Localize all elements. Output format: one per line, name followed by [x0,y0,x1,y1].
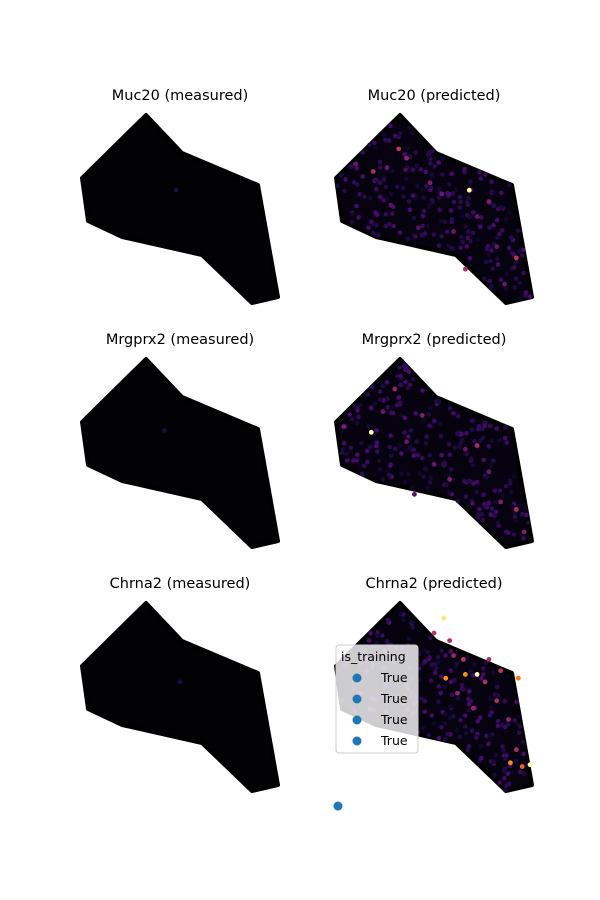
panel-mrgprx2-predicted [334,357,534,549]
scatter-point [419,413,425,418]
scatter-point [508,760,513,766]
legend-colored-point [333,801,343,811]
scatter-point [173,187,179,193]
scatter-point [513,507,519,512]
legend-label: True [380,733,408,748]
scatter-point [370,169,376,174]
panel-muc20-predicted [334,113,534,305]
scatter-point [447,476,453,482]
scatter-point [447,638,453,643]
scatter-point [486,469,492,475]
tissue-region [80,601,280,793]
legend-entry: True [352,691,408,706]
scatter-point [404,155,409,161]
scatter-point [461,657,466,662]
scatter-point [513,255,519,261]
scatter-point [404,439,409,445]
scatter-point [451,229,456,234]
scatter-point [482,679,488,685]
scatter-point [341,424,347,430]
panel-title: Chrna2 (measured) [110,576,251,592]
legend-title: is_training [341,649,406,664]
scatter-point [502,281,507,287]
scatter-point [494,244,500,250]
scatter-point [353,161,358,167]
scatter-point [462,266,468,272]
scatter-point [486,199,492,204]
extra-points [333,801,343,811]
panel-title: Mrgprx2 (measured) [106,332,254,348]
scatter-point [439,191,445,197]
tissue-region [80,113,280,305]
legend-entry: True [352,733,408,748]
scatter-point [470,705,476,711]
scatter-point [368,429,374,435]
panel-mrgprx2-measured [80,357,280,549]
scatter-point [431,461,437,467]
legend-label: True [380,691,408,706]
legend-entry: True [352,670,408,685]
scatter-point [521,529,527,535]
cell-texture [334,123,533,301]
scatter-point [384,165,390,171]
scatter-point [443,675,449,681]
scatter-point [527,762,533,768]
scatter-point [396,146,402,152]
legend-marker [352,715,362,725]
scatter-point [441,615,447,621]
scatter-point [474,443,480,448]
scatter-point [474,214,480,219]
panel-title: Muc20 (measured) [112,88,249,104]
scatter-point [380,409,386,415]
scatter-point [486,657,492,662]
legend-marker [352,673,362,683]
legend-label: True [380,712,408,727]
panel-title: Mrgprx2 (predicted) [362,332,507,348]
tissue-region [80,357,280,549]
scatter-point [412,491,417,497]
legend-marker [352,736,362,746]
scatter-point [455,690,460,696]
scatter-point [415,225,421,231]
scatter-point [388,202,394,208]
scatter-point [515,675,521,681]
scatter-point [462,672,468,677]
scatter-point [498,499,504,505]
legend-label: True [380,670,408,685]
scatter-point [431,630,437,636]
scatter-point [462,446,468,452]
scatter-point [494,698,500,704]
legend-frame [335,644,419,754]
scatter-point [498,668,504,674]
scatter-point [506,717,511,722]
scatter-point [427,180,433,186]
scatter-point [513,747,519,753]
legend-entry: True [352,712,408,727]
panel-muc20-measured [80,113,280,305]
tissue-region [334,357,534,549]
cell-texture [338,363,531,541]
panel-title: Muc20 (predicted) [368,88,501,104]
panel-title: Chrna2 (predicted) [365,576,502,592]
scatter-point [392,386,398,392]
scatter-point [451,653,456,659]
panel-chrna2-measured [80,601,280,793]
legend-marker [352,694,362,704]
scatter-point [466,187,472,193]
scatter-point [161,428,167,433]
scatter-point [519,764,525,769]
legend: is_training True True True True [335,644,419,754]
scatter-point [177,679,183,685]
scatter-point [474,672,480,677]
